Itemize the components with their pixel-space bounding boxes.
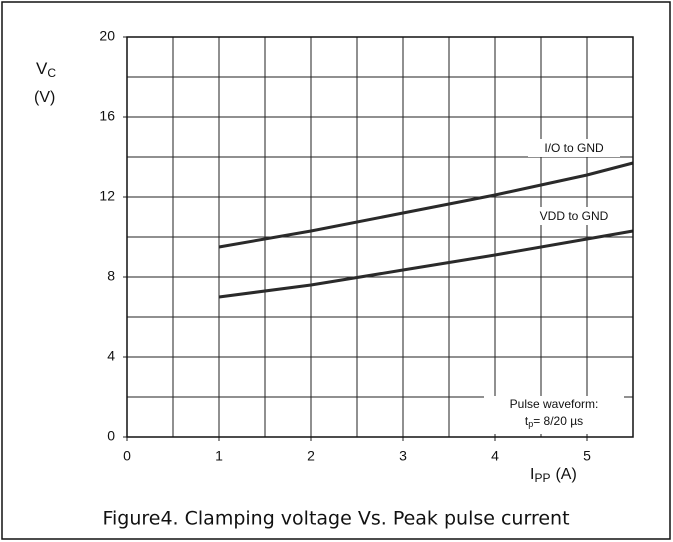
series-label: VDD to GND	[540, 209, 609, 223]
label-bg	[528, 207, 620, 225]
series-label: I/O to GND	[544, 141, 604, 155]
y-tick-label: 8	[107, 268, 115, 284]
x-tick-label: 0	[123, 448, 131, 464]
annotation-part: = 8/20 µs	[533, 414, 583, 428]
annotation-part: p	[528, 419, 533, 429]
y-tick-label: 0	[107, 428, 115, 444]
x-tick-label: 3	[399, 448, 407, 464]
plot-border	[126, 36, 634, 438]
y-tick-label: 20	[99, 28, 115, 44]
series-line	[218, 229, 634, 299]
y-tick-label: 4	[107, 348, 115, 364]
y-tick-label: 12	[99, 188, 115, 204]
y-tick-label: 16	[99, 108, 115, 124]
y-axis-label: VC	[36, 59, 56, 80]
x-tick-label: 5	[583, 448, 591, 464]
label-bg	[528, 139, 620, 157]
x-tick-label: 4	[491, 448, 499, 464]
annotation: Pulse waveform:	[510, 397, 599, 411]
annotation-bg	[484, 396, 624, 434]
x-tick-label: 1	[215, 448, 223, 464]
annotation: tp= 8/20 µs	[525, 414, 583, 429]
x-tick-label: 2	[307, 448, 315, 464]
y-axis-unit: (V)	[34, 89, 55, 106]
x-axis-label: IPP (A)	[530, 466, 577, 485]
annotation-part: t	[525, 414, 529, 428]
series-line	[218, 161, 634, 249]
caption: Figure4. Clamping voltage Vs. Peak pulse…	[102, 508, 569, 530]
